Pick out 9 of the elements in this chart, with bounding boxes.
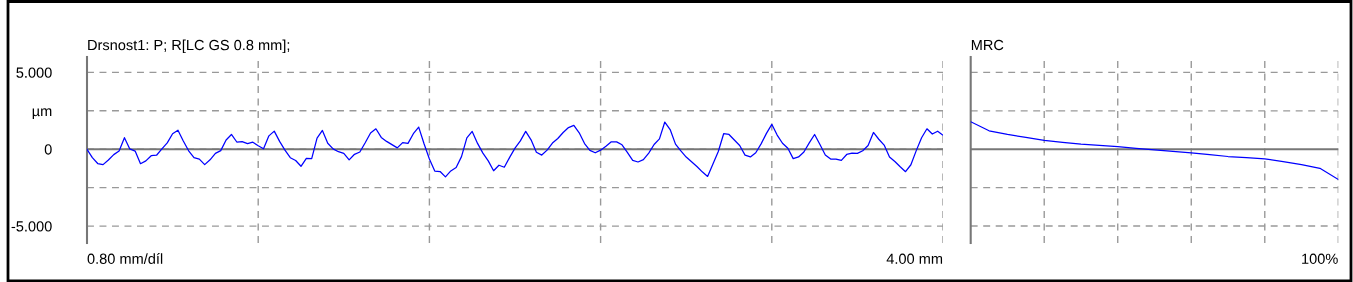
y-tick-label: µm bbox=[32, 108, 52, 120]
text: 100% bbox=[1302, 253, 1338, 264]
x-axis-title: 0.80 mm/díl bbox=[87, 253, 163, 264]
text: 4.00 mm bbox=[886, 253, 943, 264]
y-tick-label: -5.000 bbox=[11, 221, 52, 232]
chart-title: Drsnost1: P; R[LC GS 0.8 mm]; bbox=[88, 39, 290, 54]
chart-title: MRC bbox=[971, 39, 1004, 51]
y-tick-label: 5.000 bbox=[16, 67, 52, 78]
y-tick-label: 0 bbox=[44, 144, 52, 155]
